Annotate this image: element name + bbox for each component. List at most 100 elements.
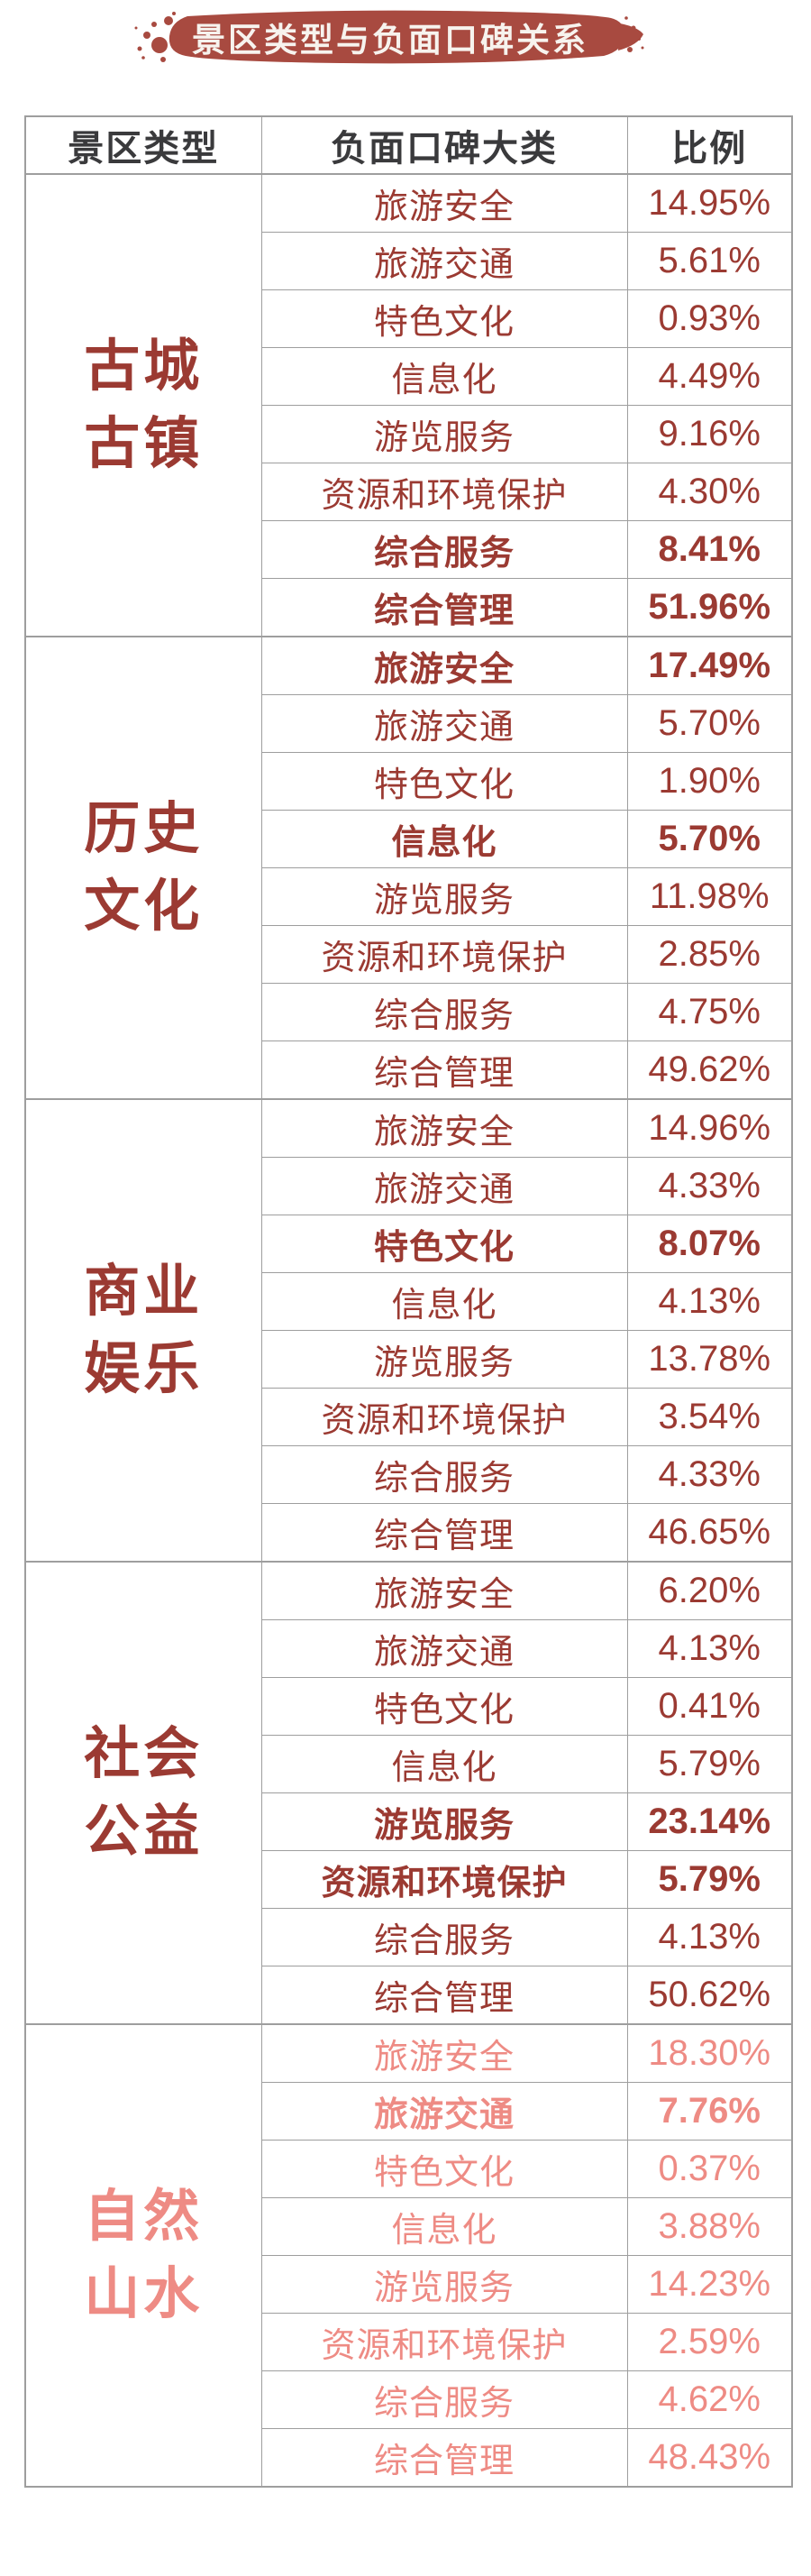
table-row: 游览服务 23.14%: [25, 1792, 793, 1851]
table-row: 综合服务 4.62%: [25, 2370, 793, 2429]
value-cell: 5.61%: [626, 232, 793, 290]
category-cell: 综合管理: [260, 1966, 628, 2025]
table-row: 资源和环境保护 3.54%: [25, 1388, 793, 1446]
table-row: 综合服务 4.33%: [25, 1445, 793, 1504]
category-cell: 旅游安全: [260, 1098, 628, 1158]
category-cell: 旅游安全: [260, 636, 628, 695]
table-row: 特色文化 1.90%: [25, 752, 793, 811]
value-cell: 51.96%: [626, 578, 793, 637]
value-cell: 4.33%: [626, 1157, 793, 1215]
value-cell: 13.78%: [626, 1330, 793, 1389]
value-cell: 0.93%: [626, 289, 793, 348]
table-row: 游览服务 13.78%: [25, 1330, 793, 1389]
value-cell: 14.23%: [626, 2255, 793, 2314]
table-row: 古城 古镇 旅游安全 14.95%: [24, 173, 793, 637]
category-cell: 综合管理: [260, 1503, 628, 1563]
table-row: 综合服务 4.13%: [25, 1908, 793, 1966]
value-cell: 17.49%: [626, 636, 793, 695]
value-cell: 4.30%: [626, 463, 793, 521]
category-cell: 旅游安全: [260, 173, 628, 233]
column-header-negative-category: 负面口碑大类: [260, 115, 628, 175]
column-header-scenic-type: 景区类型: [24, 115, 262, 175]
category-cell: 综合服务: [260, 1908, 628, 1966]
category-cell: 旅游交通: [260, 2082, 628, 2141]
table-row: 商业 娱乐 旅游安全 14.96%: [24, 1098, 793, 1563]
table-row: 旅游交通 7.76%: [25, 2082, 793, 2141]
table-body: 古城 古镇 旅游安全 14.95% 旅游交通 5.61% 特色文化 0.93% 信息化 4.49%…: [24, 173, 793, 2488]
category-cell: 旅游交通: [260, 1157, 628, 1215]
category-cell: 综合管理: [260, 1040, 628, 1100]
value-cell: 14.95%: [626, 173, 793, 233]
scenic-type-label: 商业 娱乐: [24, 1098, 262, 1563]
category-cell: 综合服务: [260, 983, 628, 1041]
table-row: 旅游交通 5.70%: [25, 694, 793, 753]
category-cell: 旅游交通: [260, 232, 628, 290]
scenic-type-label: 历史 文化: [24, 636, 262, 1100]
table-header-row: 景区类型 负面口碑大类 比例: [24, 115, 793, 175]
category-cell: 信息化: [260, 2197, 628, 2256]
table-row: 游览服务 9.16%: [25, 405, 793, 463]
table-row: 特色文化 0.93%: [25, 289, 793, 348]
category-cell: 信息化: [260, 810, 628, 868]
scenic-type-label: 古城 古镇: [24, 173, 262, 637]
table-row: 信息化 3.88%: [25, 2197, 793, 2256]
category-cell: 信息化: [260, 1735, 628, 1793]
table-row: 资源和环境保护 2.85%: [25, 925, 793, 984]
category-cell: 旅游安全: [260, 2023, 628, 2083]
category-cell: 特色文化: [260, 1215, 628, 1273]
value-cell: 4.62%: [626, 2370, 793, 2429]
category-cell: 资源和环境保护: [260, 1388, 628, 1446]
value-cell: 3.88%: [626, 2197, 793, 2256]
value-cell: 2.59%: [626, 2313, 793, 2371]
value-cell: 8.41%: [626, 520, 793, 579]
category-cell: 旅游交通: [260, 694, 628, 753]
table-row: 综合管理 51.96%: [25, 578, 793, 637]
table-row: 综合服务 4.75%: [25, 983, 793, 1041]
value-cell: 5.70%: [626, 810, 793, 868]
title-banner: 景区类型与负面口碑关系: [132, 7, 649, 65]
table-row: 社会 公益 旅游安全 6.20%: [24, 1561, 793, 2025]
value-cell: 23.14%: [626, 1792, 793, 1851]
value-cell: 14.96%: [626, 1098, 793, 1158]
category-cell: 信息化: [260, 1272, 628, 1331]
table-row: 旅游交通 5.61%: [25, 232, 793, 290]
value-cell: 4.33%: [626, 1445, 793, 1504]
table-row: 综合管理 49.62%: [25, 1040, 793, 1100]
value-cell: 8.07%: [626, 1215, 793, 1273]
table-row: 特色文化 0.37%: [25, 2140, 793, 2198]
category-cell: 特色文化: [260, 1677, 628, 1736]
value-cell: 0.41%: [626, 1677, 793, 1736]
table-row: 游览服务 11.98%: [25, 867, 793, 926]
value-cell: 5.79%: [626, 1735, 793, 1793]
category-cell: 综合管理: [260, 578, 628, 637]
value-cell: 11.98%: [626, 867, 793, 926]
table-row: 资源和环境保护 4.30%: [25, 463, 793, 521]
scenic-type-reputation-table: 景区类型 负面口碑大类 比例 古城 古镇 旅游安全 14.95% 旅游交通 5.61% 特色…: [24, 115, 793, 2488]
category-cell: 综合管理: [260, 2428, 628, 2488]
value-cell: 50.62%: [626, 1966, 793, 2025]
value-cell: 49.62%: [626, 1040, 793, 1100]
category-cell: 综合服务: [260, 520, 628, 579]
value-cell: 4.49%: [626, 347, 793, 406]
category-cell: 资源和环境保护: [260, 2313, 628, 2371]
table-row: 游览服务 14.23%: [25, 2255, 793, 2314]
category-cell: 游览服务: [260, 1792, 628, 1851]
value-cell: 7.76%: [626, 2082, 793, 2141]
table-row: 信息化 4.49%: [25, 347, 793, 406]
table-row: 综合管理 48.43%: [25, 2428, 793, 2488]
scenic-type-label: 自然 山水: [24, 2023, 262, 2488]
category-cell: 综合服务: [260, 1445, 628, 1504]
value-cell: 5.79%: [626, 1850, 793, 1909]
table-row: 信息化 5.70%: [25, 810, 793, 868]
table-row: 自然 山水 旅游安全 18.30%: [24, 2023, 793, 2488]
category-cell: 游览服务: [260, 2255, 628, 2314]
value-cell: 5.70%: [626, 694, 793, 753]
value-cell: 4.13%: [626, 1272, 793, 1331]
value-cell: 3.54%: [626, 1388, 793, 1446]
category-cell: 信息化: [260, 347, 628, 406]
table-row: 信息化 4.13%: [25, 1272, 793, 1331]
category-cell: 特色文化: [260, 752, 628, 811]
page-title: 景区类型与负面口碑关系: [192, 22, 588, 59]
table-row: 综合管理 46.65%: [25, 1503, 793, 1563]
